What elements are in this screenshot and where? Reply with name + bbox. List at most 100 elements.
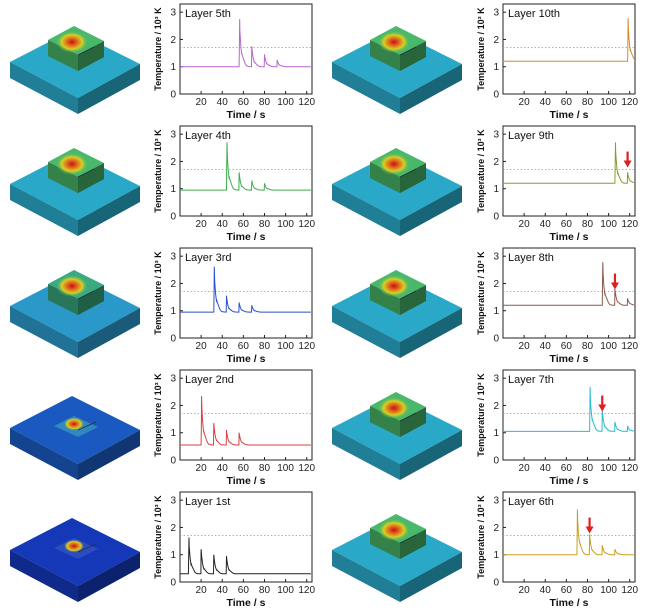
base-left-face: [10, 62, 78, 114]
y-tick-label: 1: [170, 62, 176, 73]
base-right-face: [400, 186, 462, 236]
cube-right-face: [400, 407, 426, 437]
temperature-series: [503, 509, 634, 556]
panel-title: Layer 8th: [508, 252, 554, 264]
x-tick-label: 100: [600, 463, 617, 474]
simulation-block-right-4: [322, 488, 472, 615]
y-tick-label: 1: [170, 306, 176, 317]
y-tick-label: 0: [493, 212, 499, 223]
arrow-head: [598, 404, 607, 412]
track-line: [399, 46, 417, 56]
y-tick-label: 3: [170, 8, 176, 19]
track-line: [399, 412, 417, 422]
x-tick-label: 80: [259, 585, 271, 596]
x-tick-label: 20: [196, 97, 208, 108]
y-tick-label: 0: [170, 456, 176, 467]
base-right-face: [78, 430, 140, 480]
arrow-head: [610, 282, 619, 290]
x-tick-label: 60: [561, 341, 573, 352]
x-tick-label: 120: [621, 97, 638, 108]
panel-title: Layer 3rd: [185, 252, 231, 264]
y-tick-label: 0: [493, 334, 499, 345]
x-tick-label: 40: [540, 585, 552, 596]
arrow-head: [585, 526, 594, 534]
temperature-series: [180, 396, 311, 446]
cube-right-face: [78, 285, 104, 315]
temperature-plot-right-0: 0 1 2 3 20 40 60 80 100 120 Time / s Temperature / …: [473, 0, 638, 127]
x-tick-label: 100: [600, 341, 617, 352]
x-tick-label: 60: [238, 585, 250, 596]
temperature-series: [180, 537, 311, 575]
x-tick-label: 20: [196, 463, 208, 474]
panel-title: Layer 2nd: [185, 374, 234, 386]
y-tick-label: 2: [170, 401, 176, 412]
x-tick-label: 60: [561, 463, 573, 474]
panel-title: Layer 5th: [185, 8, 231, 20]
base-left-face: [332, 184, 400, 236]
x-tick-label: 20: [519, 97, 531, 108]
x-tick-label: 40: [217, 97, 229, 108]
y-tick-label: 1: [493, 306, 499, 317]
track-line: [399, 534, 417, 544]
x-tick-label: 100: [277, 219, 294, 230]
x-tick-label: 40: [217, 585, 229, 596]
x-axis-label: Time / s: [550, 353, 589, 365]
simulation-block-left-4: [0, 488, 150, 615]
y-axis-label: Temperature / 10³ K: [153, 129, 163, 213]
plot-frame: [179, 369, 313, 461]
y-tick-label: 1: [170, 184, 176, 195]
y-tick-label: 3: [170, 252, 176, 263]
track-line: [399, 290, 417, 300]
simulation-block-right-3: [322, 366, 472, 493]
y-tick-label: 0: [493, 578, 499, 589]
y-axis-label: Temperature / 10³ K: [476, 129, 486, 213]
melt-pool: [378, 153, 410, 175]
plot-frame: [179, 247, 313, 339]
y-tick-label: 1: [170, 428, 176, 439]
x-axis-label: Time / s: [550, 475, 589, 487]
x-tick-label: 80: [582, 219, 594, 230]
y-tick-label: 3: [170, 130, 176, 141]
y-axis-label: Temperature / 10³ K: [476, 7, 486, 91]
x-tick-label: 40: [217, 341, 229, 352]
y-tick-label: 1: [493, 428, 499, 439]
temperature-plot-right-1: 0 1 2 3 20 40 60 80 100 120 Time / s Temperature / …: [473, 122, 638, 249]
base-right-face: [78, 308, 140, 358]
track-line: [77, 46, 95, 56]
x-tick-label: 40: [217, 219, 229, 230]
melt-pool: [56, 275, 88, 297]
cube-left-face: [370, 406, 400, 437]
y-axis-label: Temperature / 10³ K: [153, 251, 163, 335]
x-tick-label: 20: [519, 463, 531, 474]
y-tick-label: 3: [170, 496, 176, 507]
x-tick-label: 80: [582, 341, 594, 352]
y-tick-label: 0: [170, 334, 176, 345]
temperature-series: [180, 266, 311, 313]
cube-right-face: [400, 163, 426, 193]
x-tick-label: 20: [196, 341, 208, 352]
y-tick-label: 2: [493, 401, 499, 412]
y-tick-label: 1: [493, 184, 499, 195]
x-tick-label: 20: [196, 585, 208, 596]
plot-frame: [502, 247, 636, 339]
x-tick-label: 60: [238, 341, 250, 352]
y-tick-label: 0: [170, 212, 176, 223]
temperature-plot-left-1: 0 1 2 3 20 40 60 80 100 120 Time / s Temperature / …: [150, 122, 315, 249]
track-line: [399, 168, 417, 178]
x-tick-label: 80: [259, 97, 271, 108]
x-tick-label: 40: [540, 97, 552, 108]
melt-pool: [378, 397, 410, 419]
base-left-face: [10, 184, 78, 236]
x-tick-label: 60: [561, 97, 573, 108]
plot-frame: [179, 125, 313, 217]
cube-left-face: [370, 528, 400, 559]
track-line: [77, 543, 97, 553]
base-left-face: [332, 428, 400, 480]
base-left-face: [332, 62, 400, 114]
x-tick-label: 80: [259, 219, 271, 230]
plot-frame: [502, 125, 636, 217]
cube-left-face: [48, 162, 78, 193]
y-axis-label: Temperature / 10³ K: [153, 495, 163, 579]
y-tick-label: 3: [493, 496, 499, 507]
y-tick-label: 3: [493, 130, 499, 141]
